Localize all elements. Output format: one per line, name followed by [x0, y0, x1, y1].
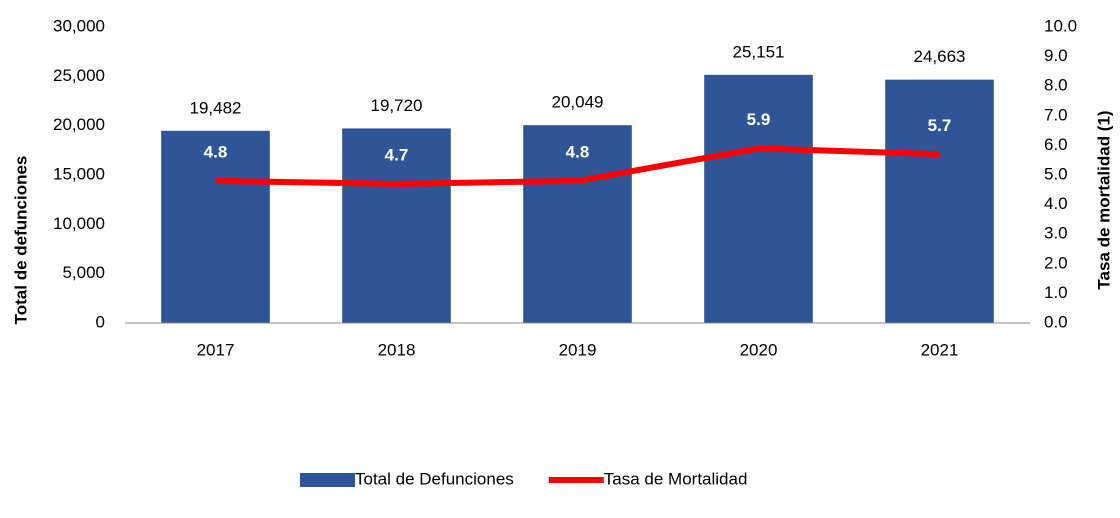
y-tick-label: 0 [96, 312, 105, 331]
x-tick-label: 2017 [197, 340, 235, 359]
y2-tick-label: 3.0 [1044, 224, 1068, 243]
y-tick-label: 30,000 [53, 16, 105, 35]
y2-axis-label: Tasa de mortalidad (1) [1094, 110, 1113, 289]
y-tick-label: 5,000 [62, 263, 105, 282]
y-axis-label: Total de defunciones [11, 156, 30, 325]
x-tick-label: 2021 [921, 340, 959, 359]
bar-value-label: 24,663 [914, 47, 966, 66]
line-value-label: 5.9 [747, 110, 771, 129]
x-tick-label: 2020 [740, 340, 778, 359]
bar-value-label: 19,720 [371, 96, 423, 115]
y-tick-label: 20,000 [53, 115, 105, 134]
bar [161, 130, 270, 323]
y2-tick-label: 7.0 [1044, 105, 1068, 124]
x-tick-label: 2019 [559, 340, 597, 359]
bar [342, 128, 451, 323]
bar [523, 125, 632, 323]
legend-label: Total de Defunciones [355, 469, 514, 488]
bar-value-label: 19,482 [190, 98, 242, 117]
legend-label: Tasa de Mortalidad [604, 469, 748, 488]
y2-tick-label: 1.0 [1044, 283, 1068, 302]
x-tick-label: 2018 [378, 340, 416, 359]
bar [885, 79, 994, 323]
y2-tick-label: 2.0 [1044, 253, 1068, 272]
bar-value-label: 20,049 [552, 93, 604, 112]
y-tick-label: 15,000 [53, 164, 105, 183]
y2-tick-label: 10.0 [1044, 16, 1077, 35]
line-value-label: 4.8 [566, 142, 590, 161]
legend-swatch [300, 473, 355, 487]
y-tick-label: 25,000 [53, 66, 105, 85]
line-value-label: 4.8 [204, 142, 228, 161]
bar-value-label: 25,151 [733, 42, 785, 61]
y2-tick-label: 6.0 [1044, 135, 1068, 154]
line-value-label: 4.7 [385, 145, 409, 164]
y2-tick-label: 4.0 [1044, 194, 1068, 213]
y2-tick-label: 9.0 [1044, 46, 1068, 65]
line-series [215, 145, 940, 187]
line-value-label: 5.7 [928, 116, 952, 135]
y2-tick-label: 5.0 [1044, 164, 1068, 183]
y2-tick-label: 0.0 [1044, 312, 1068, 331]
bar [704, 74, 813, 323]
y2-tick-label: 8.0 [1044, 76, 1068, 95]
y-tick-label: 10,000 [53, 214, 105, 233]
